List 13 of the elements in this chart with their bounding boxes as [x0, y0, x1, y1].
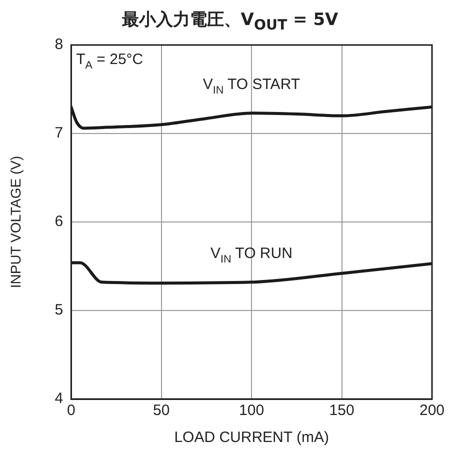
x-tick-label: 100 — [239, 402, 264, 420]
x-tick-label: 150 — [329, 402, 354, 420]
y-tick-label: 8 — [54, 36, 64, 54]
y-tick-label: 6 — [54, 213, 64, 230]
x-axis-title: LOAD CURRENT (mA) — [174, 429, 329, 446]
x-tick-label: 200 — [419, 402, 445, 420]
y-axis-title: INPUT VOLTAGE (V) — [7, 156, 24, 288]
x-tick-label: 0 — [66, 402, 76, 420]
chart-title: 最小入力電圧、V$_{OUT}$ = 5V — [120, 9, 340, 34]
y-tick-label: 5 — [54, 302, 64, 319]
y-tick-label: 4 — [54, 390, 64, 408]
x-tick-label: 50 — [153, 402, 170, 420]
y-tick-label: 7 — [54, 124, 64, 142]
